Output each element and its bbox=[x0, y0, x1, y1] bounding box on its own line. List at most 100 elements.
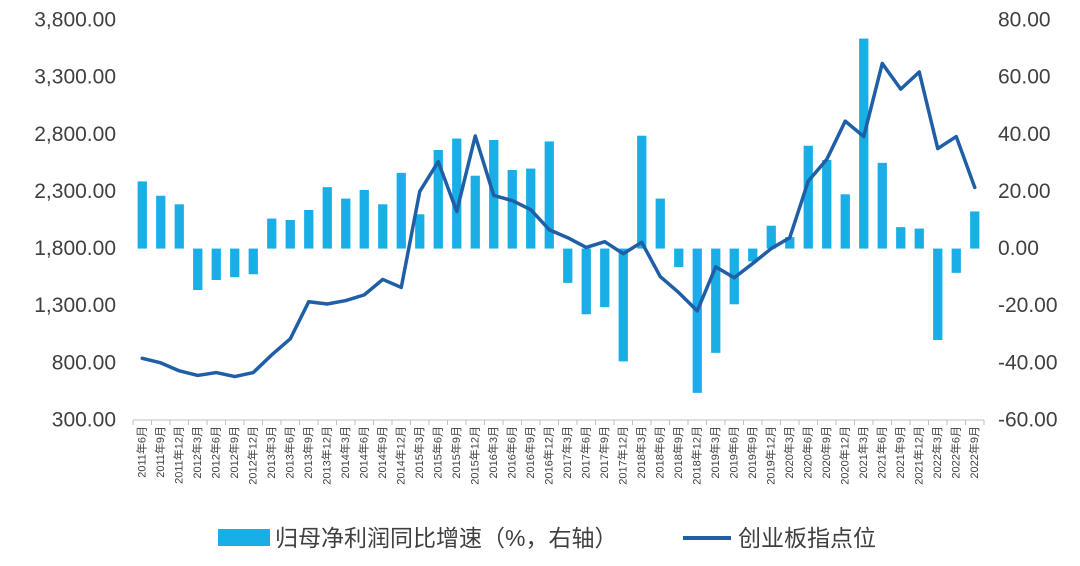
growth-bar bbox=[822, 160, 832, 249]
chinext-index-point bbox=[806, 179, 810, 183]
chinext-index-point bbox=[677, 291, 681, 295]
chinext-index-point bbox=[862, 135, 866, 139]
chinext-index-point bbox=[399, 285, 403, 289]
growth-bar bbox=[304, 210, 314, 249]
x-axis-tick-label: 2019年12月 bbox=[763, 426, 777, 485]
x-axis-tick-label: 2012年3月 bbox=[190, 426, 204, 479]
x-axis-tick-label: 2021年9月 bbox=[893, 426, 907, 479]
x-axis-tick-label: 2018年6月 bbox=[652, 426, 666, 479]
legend-bar-swatch bbox=[218, 529, 270, 546]
chinext-index-point bbox=[917, 70, 921, 74]
growth-bar bbox=[211, 248, 221, 280]
growth-bar bbox=[581, 248, 591, 315]
chinext-index-point bbox=[159, 361, 163, 365]
chinext-index-point bbox=[880, 61, 884, 65]
growth-bar bbox=[174, 204, 184, 249]
chinext-index-point bbox=[658, 275, 662, 279]
x-axis-tick-label: 2020年6月 bbox=[800, 426, 814, 479]
chinext-index-point bbox=[233, 375, 237, 379]
chinext-index-point bbox=[954, 135, 958, 139]
growth-bar bbox=[877, 162, 887, 249]
growth-bar bbox=[914, 228, 924, 249]
x-axis-tick-label: 2018年9月 bbox=[671, 426, 685, 479]
chinext-index-point bbox=[640, 240, 644, 244]
growth-bar bbox=[785, 237, 795, 249]
left-axis-tick-label: 3,800.00 bbox=[34, 9, 116, 32]
chinext-index-point bbox=[214, 371, 218, 375]
chinext-index-point bbox=[140, 356, 144, 360]
growth-bar bbox=[618, 248, 628, 362]
chinext-index-point bbox=[788, 236, 792, 240]
growth-bar bbox=[285, 220, 295, 249]
x-axis-tick-label: 2012年6月 bbox=[208, 426, 222, 479]
x-axis-tick-label: 2012年9月 bbox=[227, 426, 241, 479]
growth-bar bbox=[415, 214, 425, 249]
chinext-index-point bbox=[473, 134, 477, 138]
chinext-index-point bbox=[307, 300, 311, 304]
chinext-index-point bbox=[288, 337, 292, 341]
chinext-index-point bbox=[436, 160, 440, 164]
x-axis-tick-label: 2021年3月 bbox=[856, 426, 870, 479]
x-axis-tick-label: 2011年12月 bbox=[171, 426, 185, 484]
x-axis-tick-label: 2015年6月 bbox=[430, 426, 444, 479]
chinext-index-point bbox=[973, 185, 977, 189]
x-axis-tick-label: 2013年6月 bbox=[282, 426, 296, 479]
x-axis-tick-label: 2017年3月 bbox=[560, 426, 574, 479]
growth-bar bbox=[840, 194, 850, 249]
growth-bar bbox=[544, 141, 554, 249]
x-axis-tick-label: 2020年12月 bbox=[837, 426, 851, 485]
growth-bar bbox=[433, 150, 443, 249]
x-axis: 2011年6月 2011年9月 2011年12月 2012年3月 2012年6月 2012… bbox=[132, 419, 985, 485]
x-axis-tick-label: 2017年6月 bbox=[578, 426, 592, 479]
profit-growth-bar-series bbox=[137, 38, 980, 393]
x-axis-tick-label: 2015年12月 bbox=[467, 426, 481, 485]
x-axis-tick-label: 2013年3月 bbox=[264, 426, 278, 479]
chinext-index-point bbox=[769, 247, 773, 251]
growth-bar bbox=[933, 248, 943, 340]
growth-bar bbox=[600, 248, 610, 308]
chinext-index-point bbox=[362, 293, 366, 297]
chinext-index-point bbox=[529, 208, 533, 212]
right-axis-tick-label: 0.00 bbox=[998, 237, 1039, 260]
x-axis-tick-label: 2014年12月 bbox=[393, 426, 407, 485]
growth-bar bbox=[507, 170, 517, 249]
x-axis-tick-label: 2016年9月 bbox=[523, 426, 537, 479]
x-axis-tick-label: 2016年12月 bbox=[541, 426, 555, 485]
chinext-index-point bbox=[510, 199, 514, 203]
growth-bar bbox=[396, 172, 406, 249]
chinext-index-point bbox=[455, 209, 459, 213]
left-axis-tick-label: 800.00 bbox=[52, 351, 116, 374]
x-axis-tick-label: 2019年9月 bbox=[745, 426, 759, 479]
growth-bar bbox=[748, 248, 758, 262]
chinext-index-point bbox=[603, 240, 607, 244]
chinext-index-point bbox=[344, 299, 348, 303]
growth-bar bbox=[470, 175, 480, 249]
growth-bar bbox=[803, 145, 813, 249]
chinext-index-point bbox=[936, 147, 940, 151]
chinext-index-point bbox=[621, 252, 625, 256]
chinext-index-point bbox=[899, 87, 903, 91]
growth-bar bbox=[692, 248, 702, 393]
growth-bar bbox=[156, 195, 166, 249]
chinext-index-point bbox=[177, 369, 181, 373]
chinext-index-point bbox=[325, 302, 329, 306]
chinext-index-line-series bbox=[140, 61, 977, 379]
right-axis-tick-label: 60.00 bbox=[998, 66, 1051, 89]
x-axis-tick-label: 2022年3月 bbox=[930, 426, 944, 479]
growth-bar bbox=[378, 204, 388, 249]
growth-bar bbox=[970, 211, 980, 249]
x-axis-tick-label: 2014年3月 bbox=[338, 426, 352, 479]
growth-bar bbox=[230, 248, 240, 278]
x-axis-tick-label: 2011年6月 bbox=[134, 426, 148, 478]
x-axis-tick-label: 2015年3月 bbox=[412, 426, 426, 479]
growth-bar bbox=[137, 181, 147, 249]
left-y-axis: 3,800.00 3,300.00 2,800.00 2,300.00 1,800.00… bbox=[34, 9, 116, 432]
chinext-index-point bbox=[418, 189, 422, 193]
growth-bar bbox=[655, 198, 665, 249]
x-axis-tick-label: 2011年9月 bbox=[153, 426, 167, 478]
growth-bar bbox=[322, 187, 332, 249]
growth-bar bbox=[193, 248, 203, 290]
x-axis-tick-label: 2021年12月 bbox=[911, 426, 925, 485]
x-axis-tick-label: 2020年3月 bbox=[782, 426, 796, 479]
chinext-index-point bbox=[251, 371, 255, 375]
